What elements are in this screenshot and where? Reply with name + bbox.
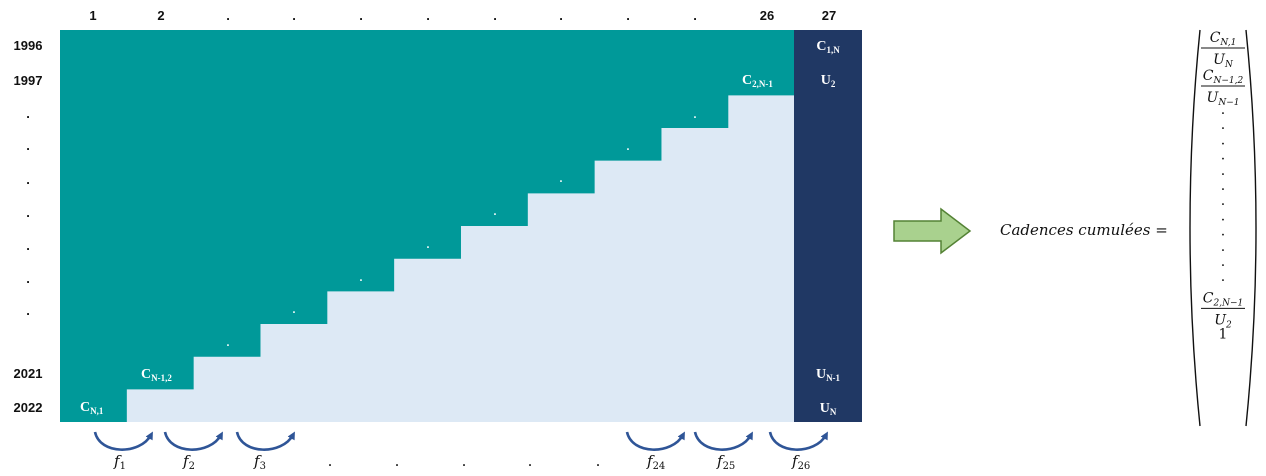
row-header: . bbox=[26, 238, 30, 253]
development-factor-label: f24 bbox=[646, 452, 665, 472]
vector-dot: . bbox=[1221, 193, 1225, 209]
cell-labels: CN,1 CN-1,2 C2,N-1 bbox=[80, 73, 773, 416]
row-headers: 1996 1997....... 2021 2022 bbox=[14, 38, 43, 415]
curved-arrow-icon bbox=[768, 431, 828, 451]
factor-dot: . bbox=[395, 452, 400, 470]
ultimate-column bbox=[794, 30, 862, 422]
column-header: . bbox=[292, 8, 296, 23]
vector-dot: . bbox=[1221, 117, 1225, 133]
factor-dot: . bbox=[462, 452, 467, 470]
row-header: 2022 bbox=[14, 400, 43, 415]
factor-dot: . bbox=[528, 452, 533, 470]
ultimate-labels: C1,N U2 UN-1 UN bbox=[816, 39, 841, 417]
curved-arrow-icon bbox=[625, 431, 685, 451]
vector-dot: . bbox=[1221, 148, 1225, 164]
svg-text:CN−1,2: CN−1,2 bbox=[1203, 68, 1244, 86]
svg-text:U2: U2 bbox=[1214, 312, 1232, 330]
column-header: . bbox=[359, 8, 363, 23]
diagonal-dot: . bbox=[226, 334, 230, 350]
observed-region bbox=[60, 30, 794, 423]
svg-text:UN: UN bbox=[1213, 52, 1234, 70]
diagonal-dots: ........ bbox=[226, 106, 697, 350]
column-header: 2 bbox=[157, 8, 164, 23]
ultimate-label: UN bbox=[820, 401, 837, 417]
column-header: . bbox=[693, 8, 697, 23]
column-header: 26 bbox=[760, 8, 774, 23]
vector-dot: . bbox=[1221, 254, 1225, 270]
factor-dot: . bbox=[596, 452, 601, 470]
development-factor-labels: f1 f2 f3..... f24 f25 f26 bbox=[113, 452, 810, 472]
column-header: . bbox=[226, 8, 230, 23]
svg-text:UN−1: UN−1 bbox=[1207, 90, 1240, 108]
row-header: . bbox=[26, 205, 30, 220]
development-factor-label: f3 bbox=[253, 452, 266, 472]
development-factor-label: f26 bbox=[791, 452, 810, 472]
row-header: . bbox=[26, 303, 30, 318]
vector-dot: . bbox=[1221, 102, 1225, 118]
factor-dot: . bbox=[328, 452, 333, 470]
row-header: . bbox=[26, 172, 30, 187]
diagonal-dot: . bbox=[626, 138, 630, 154]
vector-dot: . bbox=[1221, 132, 1225, 148]
row-header: . bbox=[26, 106, 30, 121]
diagonal-dot: . bbox=[426, 236, 430, 252]
diagonal-dot: . bbox=[359, 269, 363, 285]
row-header: 2021 bbox=[14, 366, 43, 381]
vector-fraction: C2,N−1 U2 bbox=[1201, 290, 1245, 330]
vector-value: 1 bbox=[1219, 326, 1228, 342]
curved-arrow-icon bbox=[163, 431, 223, 451]
development-factor-arcs bbox=[93, 431, 828, 451]
row-header: . bbox=[26, 271, 30, 286]
cell-label-c-n-1-2: CN-1,2 bbox=[141, 367, 172, 383]
development-factor-label: f1 bbox=[113, 452, 126, 472]
ultimate-label: UN-1 bbox=[816, 367, 841, 383]
curved-arrow-icon bbox=[693, 431, 753, 451]
column-header: 27 bbox=[822, 8, 836, 23]
svg-text:C2,N−1: C2,N−1 bbox=[1203, 290, 1243, 308]
column-header: . bbox=[493, 8, 497, 23]
vector-dot: . bbox=[1221, 208, 1225, 224]
column-header: 1 bbox=[89, 8, 96, 23]
diagonal-dot: . bbox=[292, 301, 296, 317]
curved-arrow-icon bbox=[93, 431, 153, 451]
ultimate-label: U2 bbox=[821, 73, 836, 89]
vector-fraction: CN−1,2 UN−1 bbox=[1201, 68, 1245, 108]
right-parenthesis bbox=[1245, 29, 1257, 427]
svg-text:CN,1: CN,1 bbox=[1210, 30, 1237, 48]
right-arrow-icon bbox=[893, 207, 972, 255]
diagonal-dot: . bbox=[559, 170, 563, 186]
column-headers: 1 2........ 26 27 bbox=[89, 8, 836, 23]
vector-dot: . bbox=[1221, 269, 1225, 285]
column-header: . bbox=[559, 8, 563, 23]
vector-dot: . bbox=[1221, 224, 1225, 240]
row-header: 1996 bbox=[14, 38, 43, 53]
vector-fraction: CN,1 UN bbox=[1201, 30, 1245, 70]
vector-dot: . bbox=[1221, 163, 1225, 179]
curved-arrow-icon bbox=[235, 431, 295, 451]
cell-label-c-n-1: CN,1 bbox=[80, 400, 104, 416]
vector-dot: . bbox=[1221, 239, 1225, 255]
development-triangle: ........ CN,1 CN-1,2 C2,N-1 C1,N U2 UN-1 UN bbox=[60, 30, 862, 423]
cell-label-c-2-n-1: C2,N-1 bbox=[742, 73, 773, 89]
left-parenthesis bbox=[1189, 29, 1201, 427]
diagonal-dot: . bbox=[493, 203, 497, 219]
row-header: 1997 bbox=[14, 73, 43, 88]
column-header: . bbox=[426, 8, 430, 23]
column-header: . bbox=[626, 8, 630, 23]
ultimate-label: C1,N bbox=[816, 39, 840, 55]
row-header: . bbox=[26, 138, 30, 153]
diagonal-dot: . bbox=[693, 106, 697, 122]
vector-dot: . bbox=[1221, 178, 1225, 194]
development-factor-label: f25 bbox=[716, 452, 735, 472]
equation-label: Cadences cumulées = bbox=[1000, 221, 1168, 239]
development-factor-label: f2 bbox=[182, 452, 195, 472]
